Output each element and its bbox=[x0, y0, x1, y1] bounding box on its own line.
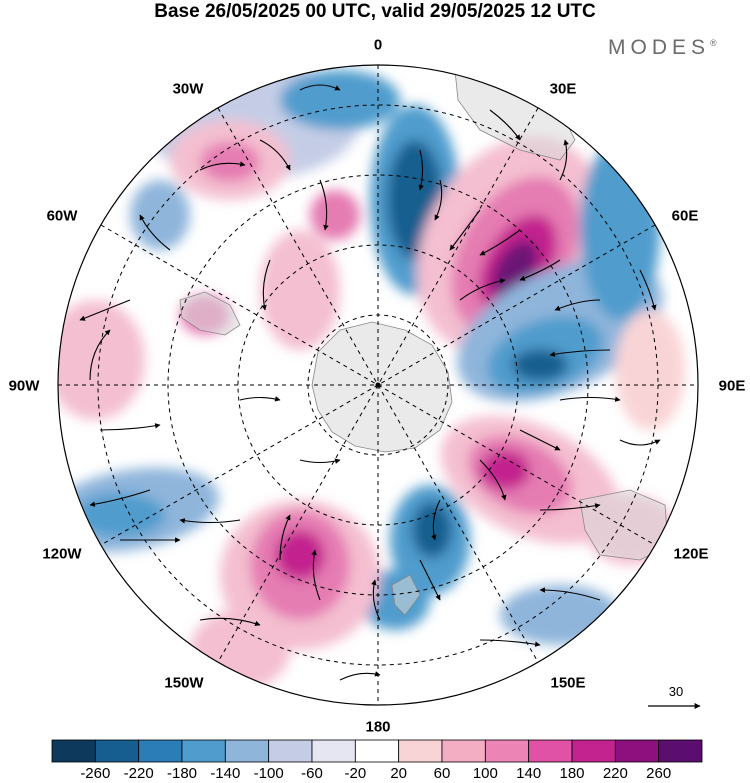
colorbar-swatch bbox=[94, 739, 140, 763]
neg-anomaly-north-a bbox=[280, 70, 400, 130]
reference-vector-label: 30 bbox=[668, 684, 684, 699]
lon-label-150e: 150E bbox=[550, 674, 586, 692]
colorbar-swatch bbox=[51, 739, 96, 763]
colorbar-swatch bbox=[484, 739, 530, 763]
colorbar-tick-label: 180 bbox=[559, 765, 585, 782]
lon-label-90e: 90E bbox=[718, 377, 746, 395]
modes-logo: MODES® bbox=[608, 36, 717, 59]
colorbar-swatch bbox=[441, 739, 486, 763]
colorbar-swatch bbox=[528, 739, 573, 763]
colorbar-tick-label: -100 bbox=[253, 765, 284, 782]
map-boundary bbox=[57, 64, 699, 706]
colorbar bbox=[51, 739, 703, 763]
lon-label-60e: 60E bbox=[671, 207, 699, 225]
colorbar-swatch bbox=[268, 739, 313, 763]
colorbar-tick-label: 140 bbox=[516, 765, 542, 782]
colorbar-tick-label: -180 bbox=[166, 765, 198, 782]
colorbar-tick-label: -220 bbox=[123, 765, 154, 782]
lon-label-150w: 150W bbox=[164, 674, 204, 692]
south-america bbox=[179, 291, 241, 336]
colorbar-swatch bbox=[614, 739, 660, 763]
lon-label-90w: 90W bbox=[8, 377, 40, 395]
colorbar-tick-label: 100 bbox=[472, 765, 498, 782]
colorbar-swatch bbox=[138, 739, 183, 763]
wind-vectors bbox=[79, 84, 661, 681]
lon-label-30w: 30W bbox=[172, 80, 204, 98]
map-disc bbox=[58, 65, 698, 705]
colorbar-tick-label: -140 bbox=[210, 765, 241, 782]
lon-label-30e: 30E bbox=[549, 80, 577, 98]
colorbar-swatch bbox=[354, 739, 400, 763]
colorbar-swatch bbox=[398, 739, 443, 763]
lon-label-180: 180 bbox=[365, 718, 391, 736]
map-title: Base 26/05/2025 00 UTC, valid 29/05/2025… bbox=[154, 1, 596, 22]
colorbar-tick-label: 60 bbox=[433, 765, 451, 782]
colorbar-tick-label: 220 bbox=[602, 765, 628, 782]
graticule bbox=[58, 65, 698, 705]
neg-anomaly-pacific-se bbox=[500, 585, 620, 645]
lon-label-60w: 60W bbox=[46, 207, 78, 225]
colorbar-swatch bbox=[658, 739, 703, 763]
pos-anomaly-west bbox=[58, 300, 145, 420]
colorbar-tick-label: 20 bbox=[390, 765, 407, 782]
colorbar-swatch bbox=[311, 739, 356, 763]
colorbar-swatch bbox=[571, 739, 616, 763]
colorbar-swatch bbox=[224, 739, 270, 763]
new-zealand bbox=[391, 574, 421, 616]
neg-anomaly-sa bbox=[130, 180, 190, 250]
neg-anomaly-east bbox=[580, 140, 660, 320]
lon-label-0: 0 bbox=[373, 36, 383, 54]
colorbar-swatch bbox=[181, 739, 226, 763]
colorbar-tick-label: -60 bbox=[301, 765, 323, 782]
land-masses bbox=[179, 69, 669, 616]
antarctica bbox=[311, 321, 453, 453]
colorbar-tick-label: -20 bbox=[344, 765, 367, 782]
lon-label-120w: 120W bbox=[42, 545, 82, 563]
colorbar-tick-label: 260 bbox=[646, 765, 672, 782]
south-pole-marker bbox=[375, 382, 381, 388]
lon-label-120e: 120E bbox=[673, 545, 709, 563]
colorbar-tick-label: -260 bbox=[80, 765, 111, 782]
